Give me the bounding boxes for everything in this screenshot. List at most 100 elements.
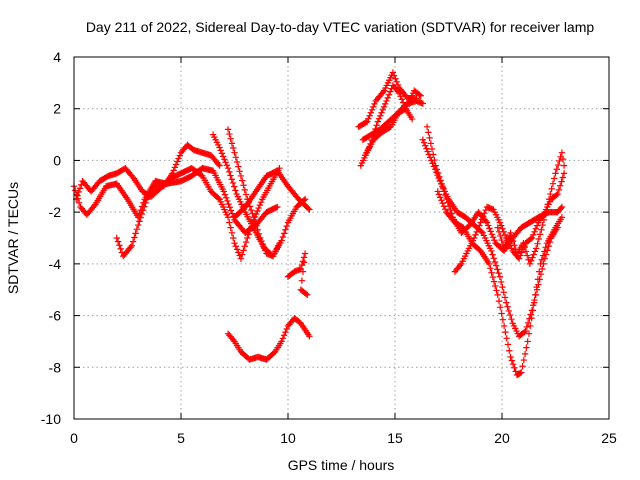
data-point <box>127 244 134 251</box>
data-point <box>428 145 436 153</box>
data-point <box>129 173 136 181</box>
grid <box>74 57 609 419</box>
data-point <box>476 222 483 229</box>
data-point <box>142 199 149 207</box>
data-point <box>237 255 245 262</box>
data-point <box>253 210 260 218</box>
data-point <box>533 245 540 252</box>
data-point <box>299 268 307 275</box>
data-point <box>224 197 231 205</box>
data-point <box>242 191 250 198</box>
data-point <box>497 232 504 240</box>
data-point <box>554 161 562 169</box>
data-point <box>473 228 480 235</box>
data-point <box>530 231 537 239</box>
data-point <box>508 315 515 323</box>
data-point <box>493 287 500 294</box>
data-point <box>226 219 233 226</box>
data-point <box>528 234 536 242</box>
x-tick-label: 20 <box>494 430 510 446</box>
y-tick-label: 0 <box>53 152 61 168</box>
data-point <box>470 234 478 242</box>
x-tick-label: 15 <box>387 430 403 446</box>
x-tick-label: 0 <box>70 430 78 446</box>
data-point <box>373 122 380 129</box>
data-point <box>394 81 402 89</box>
data-point <box>481 209 488 217</box>
data-point <box>377 112 384 119</box>
data-point <box>244 234 251 242</box>
data-point <box>367 109 375 116</box>
data-point <box>279 335 287 342</box>
data-point <box>132 230 139 237</box>
data-point <box>509 237 517 245</box>
data-point <box>283 222 290 230</box>
data-point <box>526 260 534 268</box>
data-point <box>397 93 404 100</box>
data-point <box>247 206 255 214</box>
data-point <box>435 174 442 182</box>
data-point <box>408 115 416 123</box>
data-point <box>253 222 260 229</box>
data-point <box>363 118 371 125</box>
data-point <box>431 166 439 173</box>
data-point <box>531 228 538 235</box>
data-point <box>523 344 530 351</box>
data-point <box>549 180 557 187</box>
data-point <box>249 220 256 227</box>
data-point <box>227 135 234 142</box>
data-point <box>222 194 230 201</box>
data-point <box>499 225 506 232</box>
data-point <box>235 249 242 256</box>
data-point <box>427 140 434 147</box>
data-point <box>560 170 568 177</box>
data-point <box>232 154 239 161</box>
data-point <box>490 278 498 285</box>
data-point <box>425 129 432 136</box>
data-point <box>539 252 547 259</box>
data-point <box>247 223 255 231</box>
data-point <box>172 161 180 168</box>
data-point <box>557 182 564 189</box>
data-point <box>392 75 399 82</box>
data-point <box>515 255 523 262</box>
data-point <box>435 191 443 198</box>
data-point <box>531 248 539 255</box>
data-point <box>399 99 407 106</box>
data-point <box>516 369 524 377</box>
data-point <box>522 327 529 335</box>
data-point <box>504 235 512 243</box>
data-point <box>498 310 505 317</box>
data-point <box>129 238 137 245</box>
data-point <box>419 100 427 107</box>
data-point <box>551 175 558 182</box>
data-point <box>479 213 487 220</box>
data-point <box>227 224 234 231</box>
data-point <box>558 214 566 221</box>
data-point <box>251 213 259 221</box>
data-point <box>521 328 528 336</box>
data-point <box>419 136 427 143</box>
data-point <box>494 266 501 273</box>
data-point <box>495 228 503 235</box>
data-point <box>529 254 536 261</box>
data-point <box>235 163 242 170</box>
data-point <box>114 238 122 245</box>
data-point <box>383 97 390 105</box>
data-point <box>447 206 454 214</box>
data-point <box>217 147 224 154</box>
data-point <box>433 169 440 176</box>
data-point <box>278 338 285 345</box>
data-point <box>543 206 550 213</box>
data-point <box>283 325 290 333</box>
data-point <box>216 144 223 151</box>
data-point <box>218 150 226 157</box>
data-point <box>507 229 514 237</box>
data-point <box>559 174 566 181</box>
data-point <box>74 192 81 199</box>
series-track-h <box>224 314 313 363</box>
data-point <box>504 303 511 310</box>
data-point <box>224 164 232 172</box>
data-point <box>527 235 534 243</box>
